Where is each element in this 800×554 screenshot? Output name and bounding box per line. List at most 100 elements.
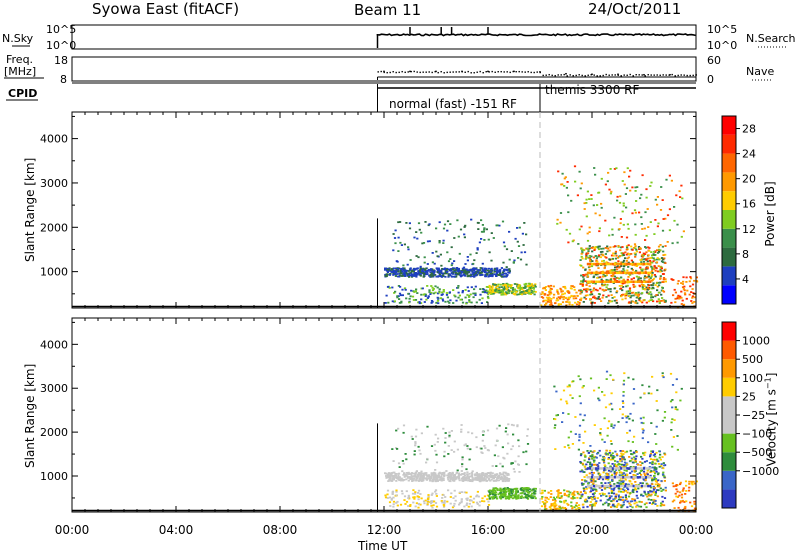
- velocity-cell: [650, 493, 653, 496]
- velocity-cell: [614, 469, 618, 471]
- power-cell: [464, 296, 467, 299]
- power-cell: [401, 288, 404, 291]
- power-cell: [615, 266, 618, 268]
- power-cell: [392, 249, 395, 252]
- power-cell: [695, 276, 698, 279]
- velocity-cell: [466, 473, 469, 476]
- velocity-cell: [556, 507, 559, 510]
- power-cell: [579, 289, 582, 292]
- power-cell: [399, 285, 402, 288]
- velocity-cell: [571, 443, 574, 445]
- freq-sample-dot: [677, 74, 679, 77]
- power-stripe-cell: [630, 262, 633, 266]
- velocity-cell: [569, 430, 573, 433]
- velocity-cell: [499, 497, 503, 500]
- velocity-cell: [417, 496, 421, 498]
- velocity-cell: [613, 470, 616, 473]
- velocity-cell: [639, 417, 642, 420]
- power-cell: [583, 208, 586, 210]
- velocity-cell: [484, 478, 487, 480]
- velocity-cell: [417, 489, 421, 492]
- power-cell: [566, 298, 569, 301]
- power-cell: [492, 283, 495, 285]
- velocity-cell: [448, 435, 451, 438]
- power-cell: [682, 276, 685, 279]
- power-cell: [622, 223, 625, 226]
- velocity-cell: [567, 490, 570, 493]
- power-cell: [616, 256, 620, 259]
- velocity-cell: [541, 501, 544, 503]
- velocity-cell: [563, 492, 566, 495]
- velocity-cell: [640, 455, 643, 458]
- power-cell: [572, 297, 575, 300]
- power-cell: [585, 215, 588, 218]
- velocity-stripe-cell: [591, 484, 594, 488]
- velocity-cell: [583, 476, 586, 478]
- power-cell: [464, 263, 467, 265]
- power-colorbar-label-6: 28: [742, 123, 756, 136]
- power-cell: [460, 298, 463, 301]
- power-cell: [488, 289, 491, 292]
- velocity-cell: [582, 463, 585, 466]
- power-cell: [585, 247, 588, 250]
- velocity-cell: [449, 502, 452, 505]
- power-cell: [614, 252, 617, 255]
- velocity-stripe-cell: [609, 467, 612, 470]
- velocity-cell: [450, 475, 453, 477]
- velocity-cell: [650, 422, 653, 424]
- power-cell: [432, 275, 435, 278]
- velocity-cell: [654, 433, 657, 435]
- axes-layer: 1000200030004000100020003000400048121620…: [4, 24, 786, 537]
- velocity-cell: [598, 462, 601, 464]
- velocity-cell: [525, 489, 528, 491]
- velocity-cell: [507, 423, 510, 426]
- velocity-cell: [633, 435, 636, 438]
- power-cell: [655, 282, 658, 285]
- velocity-cell: [674, 485, 677, 487]
- power-cell: [481, 268, 484, 271]
- velocity-cell: [581, 483, 584, 486]
- power-cell: [674, 291, 677, 294]
- velocity-cell: [629, 412, 632, 415]
- power-cell: [460, 269, 463, 272]
- velocity-cell: [458, 502, 462, 504]
- velocity-cell: [620, 452, 623, 455]
- freq-tick-top: 18: [54, 54, 68, 67]
- velocity-cell: [547, 498, 550, 501]
- power-cell: [396, 273, 399, 275]
- power-cell: [491, 288, 494, 290]
- velocity-cell: [506, 452, 509, 455]
- power-cell: [610, 294, 613, 296]
- freq-sample-dot: [425, 71, 427, 73]
- velocity-cell: [422, 500, 426, 503]
- power-cell: [661, 261, 665, 263]
- power-cell: [550, 298, 553, 300]
- power-cell: [647, 226, 650, 228]
- velocity-cell: [622, 474, 625, 477]
- power-cell: [473, 269, 476, 271]
- velocity-cell: [657, 483, 660, 485]
- power-cell: [434, 291, 437, 294]
- power-cell: [445, 271, 448, 273]
- power-cell: [649, 257, 652, 259]
- velocity-cell: [634, 474, 637, 477]
- velocity-cell: [620, 506, 623, 509]
- power-cell: [594, 273, 597, 276]
- velocity-cell: [481, 478, 484, 481]
- power-cell: [635, 200, 638, 202]
- power-cell: [682, 288, 685, 290]
- velocity-cell: [427, 477, 430, 480]
- velocity-cell: [443, 472, 446, 474]
- velocity-cell: [637, 463, 640, 466]
- velocity-cell: [630, 453, 633, 455]
- velocity-cell: [644, 474, 647, 477]
- velocity-cell: [586, 450, 589, 452]
- velocity-cell: [559, 507, 562, 510]
- velocity-cell: [594, 480, 597, 483]
- velocity-cell: [631, 498, 634, 500]
- velocity-cell: [443, 474, 446, 477]
- freq-sample-dot: [494, 71, 496, 73]
- power-cell: [580, 297, 583, 300]
- velocity-cell: [591, 493, 595, 496]
- power-cell: [413, 291, 416, 293]
